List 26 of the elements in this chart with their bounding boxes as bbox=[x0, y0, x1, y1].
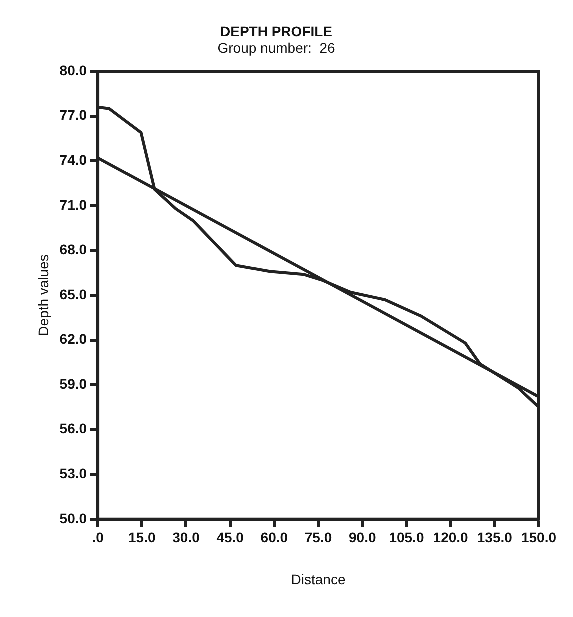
y-tick-label: 59.0 bbox=[60, 376, 88, 392]
y-tick-label: 62.0 bbox=[60, 331, 88, 348]
chart-title: DEPTH PROFILE bbox=[220, 23, 333, 40]
x-axis-title: Distance bbox=[291, 571, 346, 588]
x-tick-label: 90.0 bbox=[348, 530, 376, 546]
y-tick-label: 68.0 bbox=[60, 242, 88, 258]
y-tick-label: 65.0 bbox=[60, 286, 88, 302]
y-tick-label: 56.0 bbox=[60, 420, 88, 437]
y-tick-label: 53.0 bbox=[60, 465, 88, 482]
y-tick-label: 80.0 bbox=[60, 62, 88, 78]
x-tick-label: 45.0 bbox=[216, 530, 244, 546]
y-tick-label: 77.0 bbox=[60, 107, 88, 124]
x-tick-label: 15.0 bbox=[128, 530, 156, 546]
x-tick-label: 75.0 bbox=[304, 530, 332, 546]
chart-subtitle: Group number: 26 bbox=[218, 40, 336, 56]
y-tick-label: 74.0 bbox=[60, 152, 88, 168]
x-tick-label: 120.0 bbox=[433, 530, 469, 546]
y-axis-title: Depth values bbox=[35, 254, 52, 336]
y-tick-label: 71.0 bbox=[60, 196, 88, 213]
x-tick-label: 105.0 bbox=[389, 530, 424, 546]
x-tick-label: 60.0 bbox=[260, 530, 288, 546]
x-tick-label: .0 bbox=[92, 530, 104, 546]
x-tick-label: 150.0 bbox=[521, 530, 557, 546]
x-tick-label: 135.0 bbox=[477, 530, 513, 546]
x-tick-label: 30.0 bbox=[172, 530, 200, 546]
y-tick-label: 50.0 bbox=[60, 510, 88, 526]
